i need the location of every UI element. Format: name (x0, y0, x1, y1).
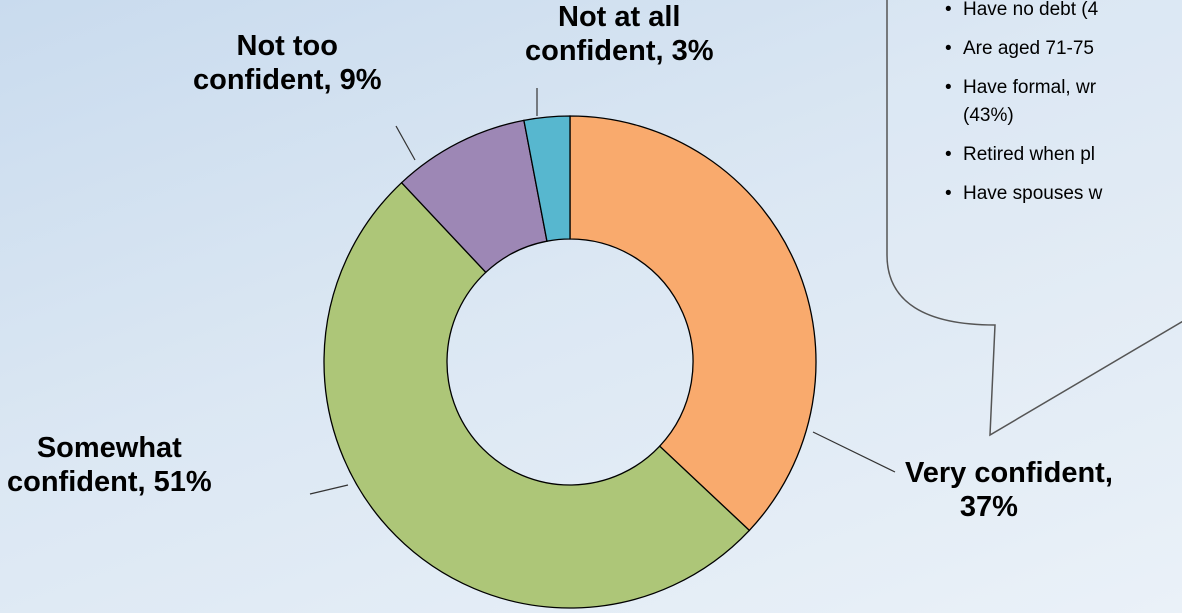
callout-item: Have formal, wr (43%) (945, 74, 1102, 130)
slice-label-somewhat-confident: Somewhat confident, 51% (7, 431, 212, 499)
callout-item-text: Have spouses w (963, 183, 1103, 204)
donut-slice-not-at-all-confident (523, 115, 571, 242)
slice-label-very-confident-line2: 37% (959, 491, 1018, 523)
callout-item-text: Are aged 71-75 (963, 38, 1094, 59)
callout-item: Are aged 71-75 (945, 35, 1102, 63)
slice-label-somewhat-confident-line1: Somewhat (36, 432, 182, 464)
slice-label-very-confident: Very confident, 37% (905, 456, 1113, 524)
donut-slice-somewhat-confident (323, 181, 751, 609)
callout-list: Have no debt (4 Are aged 71-75 Have form… (945, 0, 1102, 219)
callout-item-text: Have no debt (4 (963, 0, 1099, 20)
slice-label-not-at-all-confident-line2: confident, 3% (525, 35, 714, 67)
slice-label-not-at-all-confident: Not at all confident, 3% (525, 0, 714, 68)
callout-item: Retired when pl (945, 141, 1102, 169)
callout-item-continuation: (43%) (963, 105, 1014, 126)
donut-slice-very-confident (569, 115, 817, 532)
callout-item-text: Have formal, wr (963, 77, 1097, 98)
leader-line-very-confident (812, 431, 896, 473)
leader-line-somewhat-confident (309, 484, 349, 495)
slice-label-somewhat-confident-line2: confident, 51% (7, 466, 212, 498)
slice-label-not-at-all-confident-line1: Not at all (558, 1, 681, 33)
callout-item-text: Retired when pl (963, 144, 1096, 165)
callout-item: Have spouses w (945, 180, 1102, 208)
slice-label-not-too-confident-line1: Not too (236, 30, 338, 62)
callout-item: Have no debt (4 (945, 0, 1102, 24)
slice-label-not-too-confident: Not too confident, 9% (193, 29, 382, 97)
slice-label-not-too-confident-line2: confident, 9% (193, 64, 382, 96)
leader-line-not-too-confident (395, 125, 416, 161)
slice-label-very-confident-line1: Very confident, (905, 457, 1113, 489)
